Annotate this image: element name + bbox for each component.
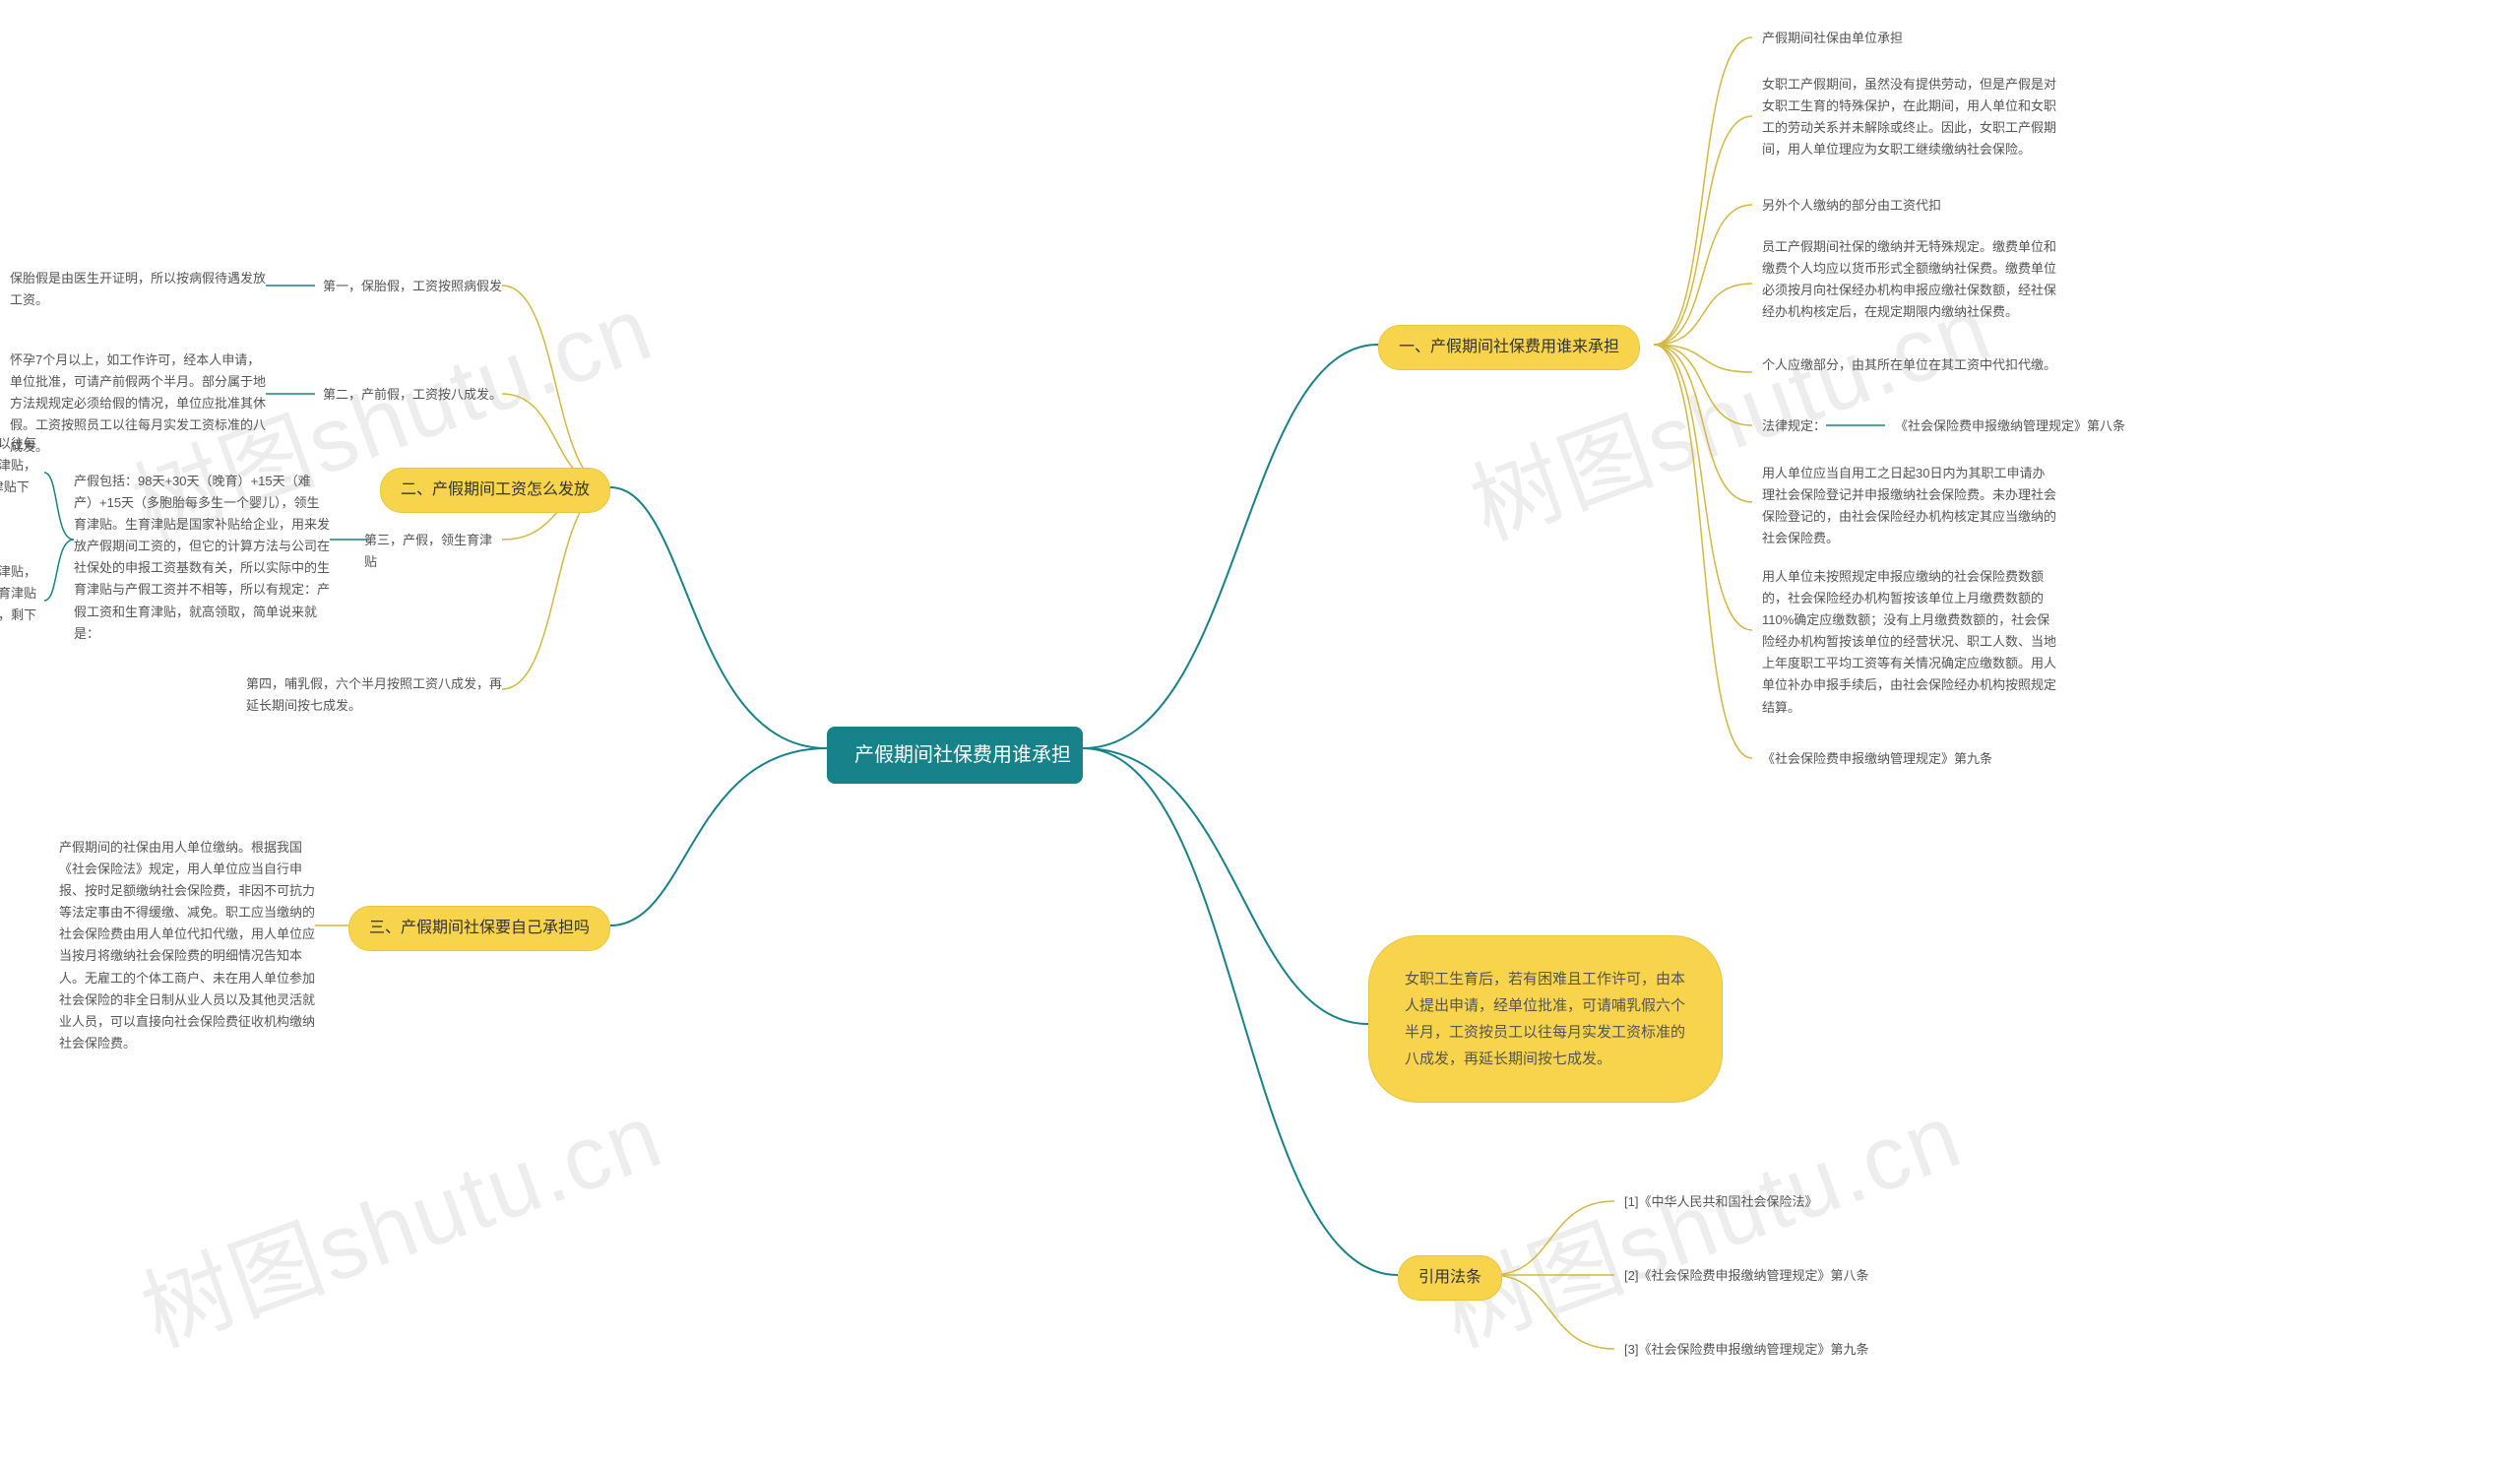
b1-c2: 女职工产假期间，虽然没有提供劳动，但是产假是对女职工生育的特殊保护，在此期间，用… bbox=[1762, 74, 2057, 160]
b2-l3-desc: 产假包括：98天+30天（晚育）+15天（难产）+15天（多胞胎每多生一个婴儿）… bbox=[74, 471, 330, 645]
watermark: 树图shutu.cn bbox=[122, 1063, 677, 1372]
b2-l3-sub1: （一）如果员工的产假工资（即员工以往每月的实发工资标准，下同）高于生育津贴，那就… bbox=[0, 433, 44, 520]
ref-3: [3]《社会保险费申报缴纳管理规定》第九条 bbox=[1624, 1339, 1868, 1361]
branch-2: 二、产假期间工资怎么发放 bbox=[380, 468, 610, 513]
b2-l3-sub2: （二）如果员工的产假工资低于生育津贴，那可以先按产假工资发员工，然后生育津贴下来… bbox=[0, 561, 44, 648]
mindmap-canvas: 树图shutu.cn 树图shutu.cn 树图shutu.cn 树图shutu… bbox=[0, 0, 2520, 1466]
b1-c5: 个人应缴部分，由其所在单位在其工资中代扣代缴。 bbox=[1762, 354, 2056, 376]
watermark: 树图shutu.cn bbox=[1421, 1063, 1977, 1372]
edges-layer bbox=[0, 0, 2520, 1466]
b1-c3: 另外个人缴纳的部分由工资代扣 bbox=[1762, 195, 1941, 217]
b2-l1-label: 第一，保胎假，工资按照病假发 bbox=[323, 276, 502, 297]
b1-c9: 《社会保险费申报缴纳管理规定》第九条 bbox=[1762, 748, 1992, 770]
b1-c6a: 《社会保险费申报缴纳管理规定》第八条 bbox=[1895, 415, 2125, 437]
branch-1: 一、产假期间社保费用谁来承担 bbox=[1378, 325, 1640, 370]
b2-l4-label: 第四，哺乳假，六个半月按照工资八成发，再延长期间按七成发。 bbox=[246, 673, 502, 717]
b1-c1: 产假期间社保由单位承担 bbox=[1762, 28, 1903, 49]
root-node: 产假期间社保费用谁承担 bbox=[827, 727, 1083, 784]
ref-1: [1]《中华人民共和国社会保险法》 bbox=[1624, 1191, 1817, 1213]
b3-desc: 产假期间的社保由用人单位缴纳。根据我国《社会保险法》规定，用人单位应当自行申报、… bbox=[59, 837, 315, 1054]
b1-c7: 用人单位应当自用工之日起30日内为其职工申请办理社会保险登记并申报缴纳社会保险费… bbox=[1762, 463, 2057, 549]
b2-l3-label: 第三，产假，领生育津贴 bbox=[364, 530, 502, 573]
ref-2: [2]《社会保险费申报缴纳管理规定》第八条 bbox=[1624, 1265, 1868, 1287]
b2-l1-desc: 保胎假是由医生开证明，所以按病假待遇发放工资。 bbox=[10, 268, 266, 311]
branch-3: 三、产假期间社保要自己承担吗 bbox=[348, 906, 610, 951]
b1-c4: 员工产假期间社保的缴纳并无特殊规定。缴费单位和缴费个人均应以货币形式全额缴纳社保… bbox=[1762, 236, 2057, 323]
b1-c6: 法律规定： bbox=[1762, 415, 1826, 437]
b1-c8: 用人单位未按照规定申报应缴纳的社会保险费数额的，社会保险经办机构暂按该单位上月缴… bbox=[1762, 566, 2057, 719]
branch-ref: 引用法条 bbox=[1398, 1255, 1502, 1301]
b2-l2-desc: 怀孕7个月以上，如工作许可，经本人申请，单位批准，可请产前假两个半月。部分属于地… bbox=[10, 350, 266, 458]
branch-big: 女职工生育后，若有困难且工作许可，由本人提出申请，经单位批准，可请哺乳假六个半月… bbox=[1368, 935, 1723, 1103]
b2-l2-label: 第二，产前假，工资按八成发。 bbox=[323, 384, 502, 406]
